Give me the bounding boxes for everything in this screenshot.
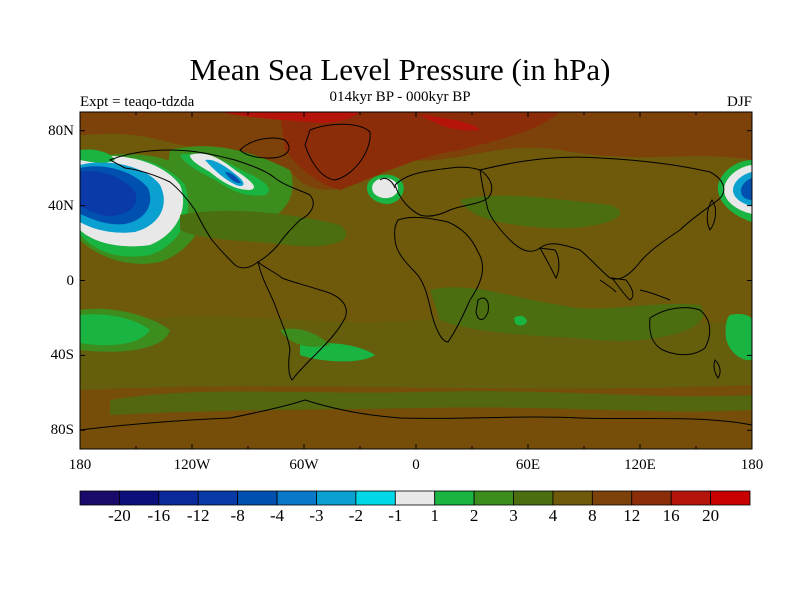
lat-tick-label: 80S [50, 422, 74, 439]
lat-tick-label: 40S [50, 347, 74, 364]
season-label: DJF [726, 94, 752, 110]
colorbar-swatch [355, 490, 396, 506]
colorbar-swatch [237, 490, 278, 506]
colorbar-swatch [591, 490, 633, 506]
colorbar-swatch [197, 490, 239, 506]
lon-tick-label: 60W [289, 457, 319, 473]
north-america-coast [108, 149, 314, 269]
colorbar-label: -20 [108, 506, 131, 525]
experiment-label: Expt = teaqo-tdzda [80, 94, 195, 110]
axis-ticks [79, 112, 753, 449]
arctic-high-core [220, 112, 360, 123]
colorbar-swatch [316, 490, 357, 506]
lat-tick-label: 0 [66, 272, 75, 289]
south-pacific-high [80, 314, 150, 346]
south-america-coast [257, 260, 347, 381]
colorbar-swatch [513, 490, 554, 506]
colorbar-label: 8 [588, 506, 597, 525]
lon-tick-label: 0 [412, 457, 420, 473]
colorbar-swatch [158, 490, 199, 506]
colorbar-swatch [119, 490, 160, 506]
colorbar-swatch [631, 490, 672, 506]
colorbar-swatch [434, 490, 475, 506]
colorbar-swatch [670, 490, 711, 506]
antarctica-coast [80, 399, 752, 431]
colorbar-swatch [276, 490, 317, 506]
europe-coast [394, 166, 493, 217]
lon-tick-label: 120W [173, 457, 211, 473]
colorbar-label: 2 [469, 506, 479, 525]
plot-title: Mean Sea Level Pressure (in hPa) [189, 52, 611, 87]
colorbar-label: 3 [509, 506, 518, 525]
africa-coast [394, 216, 483, 343]
lon-tick-label: 180 [740, 457, 764, 473]
lat-tick-label: 80N [48, 122, 74, 139]
colorbar-label: -2 [348, 506, 363, 525]
pressure-field [80, 112, 752, 449]
greenland-coast [304, 123, 371, 181]
colorbar-label: 1 [430, 506, 439, 525]
lon-tick-label: 60E [515, 457, 541, 473]
colorbar-swatch [552, 490, 593, 506]
colorbar-label: -1 [388, 506, 403, 525]
colorbar [79, 490, 751, 506]
colorbar-label: -3 [309, 506, 324, 525]
colorbar-label: 12 [623, 506, 641, 525]
colorbar-label: 4 [548, 506, 558, 525]
colorbar-swatch [710, 490, 751, 506]
coastlines [80, 123, 752, 431]
colorbar-swatch [473, 490, 514, 506]
colorbar-label: 20 [702, 506, 720, 525]
plot-subtitle: 014kyr BP - 000kyr BP [329, 89, 471, 105]
asia-coast [479, 156, 725, 280]
australia-coast [649, 307, 711, 356]
lon-tick-label: 120E [624, 457, 656, 473]
colorbar-label: -8 [230, 506, 245, 525]
lat-tick-label: 40N [48, 197, 74, 214]
colorbar-label: -16 [147, 506, 171, 525]
arctic-high-inner [280, 112, 560, 190]
lon-tick-label: 180 [68, 457, 92, 473]
colorbar-swatch [79, 490, 120, 506]
colorbar-label: 16 [662, 506, 680, 525]
colorbar-swatch [394, 490, 436, 506]
colorbar-label: -12 [186, 506, 210, 525]
colorbar-label: -4 [269, 506, 285, 525]
